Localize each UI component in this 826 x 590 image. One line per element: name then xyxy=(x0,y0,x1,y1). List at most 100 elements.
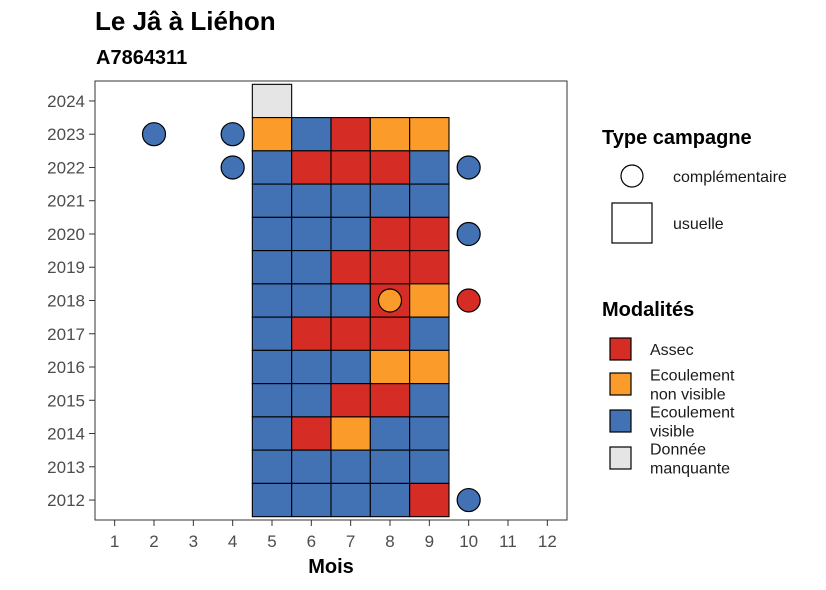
legend-fill-label: Ecoulement xyxy=(650,405,735,422)
cell-2023-8 xyxy=(369,117,411,152)
cell-2018-6 xyxy=(291,283,332,318)
cell-2017-5 xyxy=(251,316,293,351)
cell-2015-8 xyxy=(369,383,411,418)
y-tick-label: 2016 xyxy=(47,358,85,377)
cell-2012-7 xyxy=(330,482,371,518)
cell-2018-5 xyxy=(251,283,293,318)
y-tick-label: 2024 xyxy=(47,92,85,111)
legend-circle-key xyxy=(620,164,644,188)
y-axis: 2012 2013 2014 2015 2016 2017 2018 2019 2020 2021… xyxy=(47,92,95,510)
point-2018-8 xyxy=(377,288,403,313)
x-tick-label: 1 xyxy=(110,532,119,551)
cell-2023-7 xyxy=(330,117,371,152)
cell-2014-6 xyxy=(291,416,332,451)
cell-2023-9 xyxy=(409,117,450,152)
cell-2013-6 xyxy=(291,449,332,484)
legend-fill-label: visible xyxy=(650,424,695,441)
point-2022-10 xyxy=(456,155,481,180)
cell-2012-6 xyxy=(291,482,332,518)
cell-2021-7 xyxy=(330,183,371,218)
point-2023-2 xyxy=(141,122,167,147)
x-tick-label: 8 xyxy=(385,532,394,551)
cell-2014-9 xyxy=(409,416,450,451)
y-tick-label: 2013 xyxy=(47,458,85,477)
x-tick-label: 12 xyxy=(538,532,557,551)
cell-2015-9 xyxy=(409,383,450,418)
cell-2012-9 xyxy=(409,482,450,518)
y-tick-label: 2020 xyxy=(47,225,85,244)
cell-2020-7 xyxy=(330,216,371,252)
x-tick-label: 7 xyxy=(346,532,355,551)
legend-swatch xyxy=(609,337,632,361)
legend-fill-label: non visible xyxy=(650,387,726,404)
legend-shape-title: Type campagne xyxy=(602,127,752,149)
x-tick-label: 6 xyxy=(307,532,316,551)
cell-2019-7 xyxy=(330,250,371,285)
cell-2017-7 xyxy=(330,316,371,351)
legend-fill-label: manquante xyxy=(650,461,730,478)
legend-shape-label: complémentaire xyxy=(673,169,787,186)
cell-2023-6 xyxy=(291,117,332,152)
legend-square-key xyxy=(611,202,653,244)
x-tick-label: 11 xyxy=(499,532,517,551)
cell-2016-5 xyxy=(251,349,293,385)
legend-swatch xyxy=(609,372,632,396)
y-tick-label: 2022 xyxy=(47,158,85,177)
cell-2016-8 xyxy=(369,349,411,385)
point-2023-4 xyxy=(220,122,245,147)
cell-2015-6 xyxy=(291,383,332,418)
x-tick-label: 2 xyxy=(149,532,158,551)
cell-2012-8 xyxy=(369,482,411,518)
y-tick-label: 2017 xyxy=(47,325,85,344)
cell-2023-5 xyxy=(251,117,293,152)
cell-2016-6 xyxy=(291,349,332,385)
x-axis-title: Mois xyxy=(308,556,354,578)
legend-fill-label: Assec xyxy=(650,342,694,359)
legend-fill-label: Ecoulement xyxy=(650,368,735,385)
legend-type-campagne: Type campagne complémentaire usuelle xyxy=(602,127,787,244)
cell-2022-6 xyxy=(291,150,332,185)
cell-2013-7 xyxy=(330,449,371,484)
x-tick-label: 5 xyxy=(267,532,276,551)
cell-2017-6 xyxy=(291,316,332,351)
cell-2019-8 xyxy=(369,250,411,285)
cell-2022-5 xyxy=(251,150,293,185)
legend-fill-label: Donnée xyxy=(650,442,706,459)
cell-2019-9 xyxy=(409,250,450,285)
point-2020-10 xyxy=(456,221,481,247)
cell-2012-5 xyxy=(251,482,293,518)
y-tick-label: 2018 xyxy=(47,292,85,311)
cell-2020-5 xyxy=(251,216,293,252)
cell-2022-8 xyxy=(369,150,411,185)
cell-2019-6 xyxy=(291,250,332,285)
x-tick-label: 10 xyxy=(459,532,478,551)
x-tick-label: 9 xyxy=(425,532,434,551)
cell-2019-5 xyxy=(251,250,293,285)
cell-2014-7 xyxy=(330,416,371,451)
cell-2017-8 xyxy=(369,316,411,351)
cells-layer xyxy=(251,83,450,518)
cell-2020-8 xyxy=(369,216,411,252)
x-tick-label: 3 xyxy=(189,532,198,551)
cell-2014-8 xyxy=(369,416,411,451)
cell-2016-9 xyxy=(409,349,450,385)
point-2018-10 xyxy=(456,288,481,313)
cell-2024-5 xyxy=(251,83,293,119)
y-tick-label: 2019 xyxy=(47,258,85,277)
cell-2016-7 xyxy=(330,349,371,385)
point-2022-4 xyxy=(220,155,245,180)
cell-2018-7 xyxy=(330,283,371,318)
x-axis: 1 2 3 4 5 6 7 8 9 10 11 12 xyxy=(110,520,557,551)
legend-fill-title: Modalités xyxy=(602,299,694,321)
chart-subtitle: A7864311 xyxy=(96,47,187,69)
legend-swatch xyxy=(609,446,632,470)
cell-2015-5 xyxy=(251,383,293,418)
cell-2013-9 xyxy=(409,449,450,484)
cell-2020-9 xyxy=(409,216,450,252)
cell-2014-5 xyxy=(251,416,293,451)
y-tick-label: 2021 xyxy=(47,192,85,211)
cell-2013-5 xyxy=(251,449,293,484)
cell-2021-6 xyxy=(291,183,332,218)
